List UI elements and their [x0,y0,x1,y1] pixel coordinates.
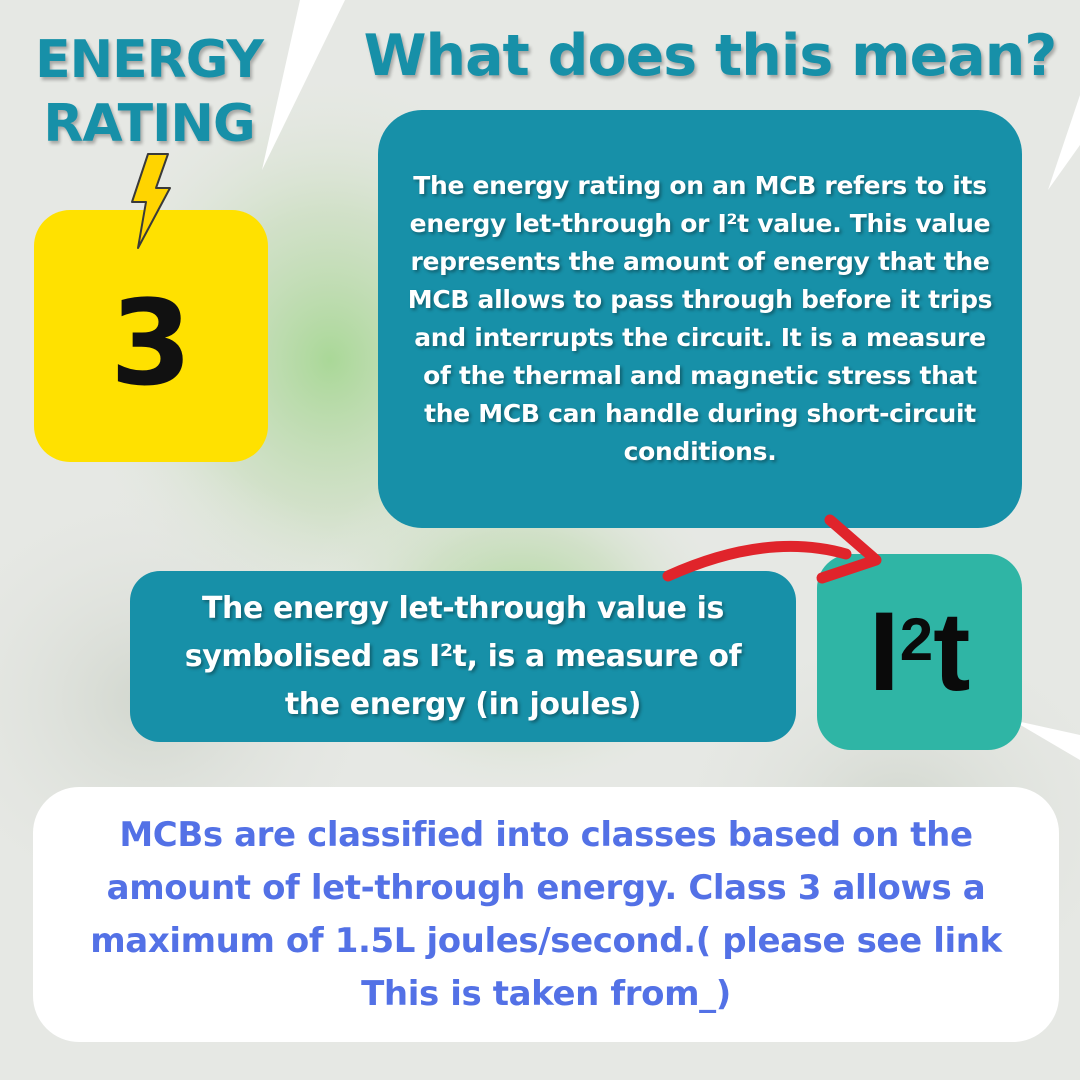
i2t-suffix: t [933,589,971,714]
symbol-description-text: The energy let-through value is symbolis… [184,590,742,722]
classification-box: MCBs are classified into classes based o… [33,787,1059,1042]
lightning-bolt-icon [131,153,171,249]
symbol-description-box: The energy let-through value is symbolis… [130,571,796,742]
rating-value: 3 [109,274,193,412]
i2t-base: I [868,589,900,714]
explanation-text: The energy rating on an MCB refers to it… [407,171,993,466]
energy-rating-heading: ENERGY RATING [20,28,278,156]
energy-rating-line2: RATING [43,94,255,154]
energy-rating-line1: ENERGY [35,30,264,90]
explanation-box: The energy rating on an MCB refers to it… [378,110,1022,528]
i2t-exponent: 2 [899,606,934,673]
classification-text: MCBs are classified into classes based o… [90,814,1002,1014]
page-title: What does this mean? [363,23,1058,89]
rating-badge: 3 [34,210,268,462]
